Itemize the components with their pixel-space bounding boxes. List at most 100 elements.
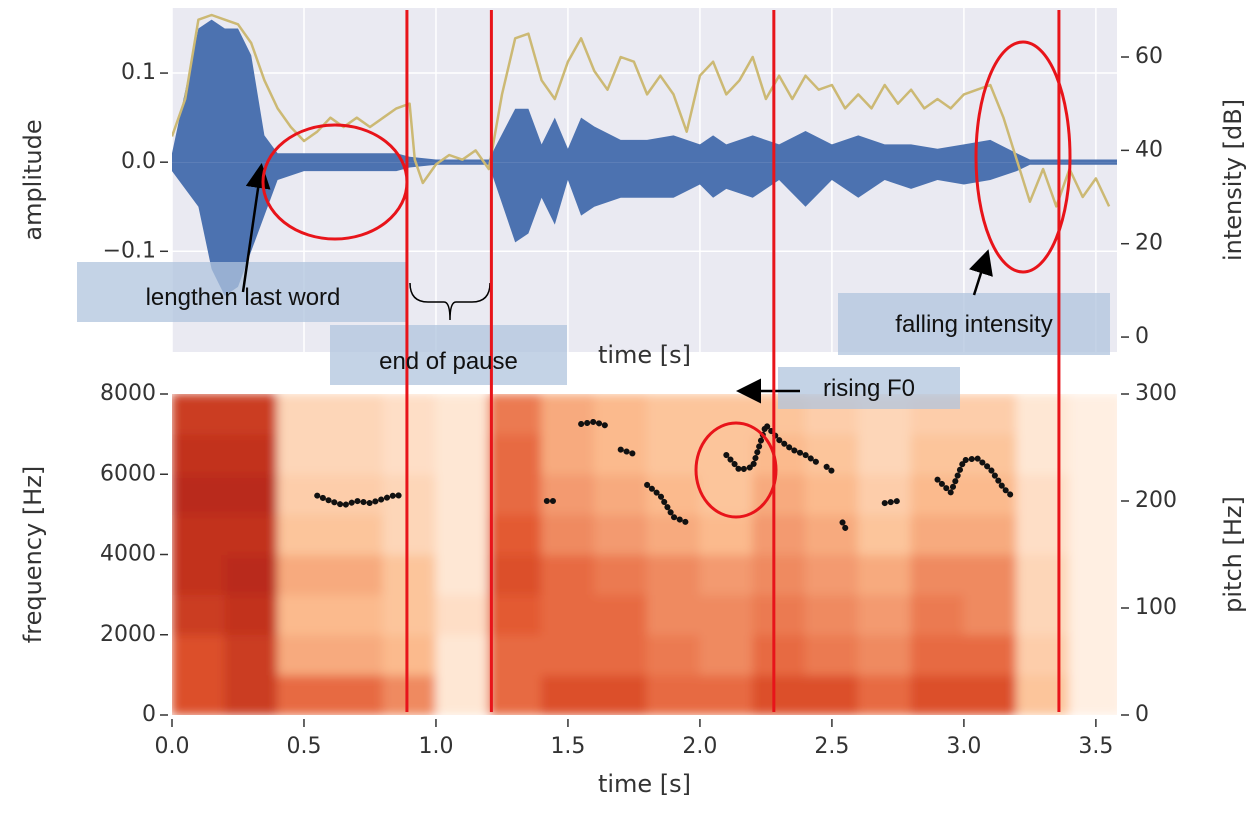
spectrogram-cell <box>805 473 859 515</box>
spectrogram-cell <box>910 674 965 715</box>
spectrogram-cell <box>172 513 226 555</box>
spectrogram-cell <box>541 473 595 515</box>
spectrogram-cell <box>277 554 331 596</box>
spectrogram-cell <box>963 674 1018 715</box>
spectrogram-cell <box>646 594 701 636</box>
spectrogram-cell <box>277 513 331 555</box>
y-tick-label: 6000 <box>100 461 156 486</box>
spectrogram-cell <box>752 554 807 596</box>
spectrogram-cell <box>646 433 701 475</box>
spectrogram-cell <box>910 634 965 676</box>
spectrogram-cell <box>1068 634 1117 676</box>
arrow <box>241 163 271 293</box>
spectrogram-cell <box>752 594 807 636</box>
spectrogram-cell <box>857 594 912 636</box>
spectrogram-cell <box>382 554 437 596</box>
spectrogram-cell <box>435 634 490 676</box>
y-axis-label: amplitude <box>19 119 47 240</box>
spectrogram-cell <box>1068 473 1117 515</box>
y2-axis-label: pitch [Hz] <box>1219 496 1247 613</box>
spectrogram-cell <box>329 594 384 636</box>
x-tick-label: 3.5 <box>1078 734 1113 759</box>
y2-tick-label: 0 <box>1135 324 1149 349</box>
annotation: rising F0 <box>822 375 916 402</box>
x-tick-label: 1.0 <box>418 734 453 759</box>
spectrogram-cell <box>382 594 437 636</box>
x-tick-label: 2.0 <box>682 734 717 759</box>
pitch-line <box>314 418 1015 537</box>
y2-tick-label: 40 <box>1135 137 1163 162</box>
spectrogram-cell <box>435 513 490 555</box>
spectrogram-cell <box>172 634 226 676</box>
spectrogram-cell <box>329 473 384 515</box>
spectrogram-cell <box>752 674 807 715</box>
spectrogram-cell <box>646 554 701 596</box>
spectrogram-cell <box>593 394 648 435</box>
spectrogram-cell <box>857 554 912 596</box>
spectrogram-cell <box>382 674 437 715</box>
spectrogram-cell <box>699 594 754 636</box>
y-tick-label: 4000 <box>100 542 156 567</box>
spectrogram-cell <box>910 513 965 555</box>
spectrogram-cell <box>646 394 701 435</box>
spectrogram-cell <box>1016 594 1070 636</box>
spectrogram-cell <box>857 473 912 515</box>
spectrogram-cell <box>435 594 490 636</box>
spectrogram-cell <box>382 513 437 555</box>
spectrogram-cell <box>541 433 595 475</box>
spectrogram-cell <box>805 674 859 715</box>
y-axis-label: frequency [Hz] <box>19 466 47 643</box>
spectrogram-cell <box>857 674 912 715</box>
y-tick-label: 0 <box>142 702 156 727</box>
spectrogram-cell <box>593 513 648 555</box>
y-tick-label: −0.1 <box>103 238 156 263</box>
spectrogram-cell <box>488 394 543 435</box>
annotation: lengthen last word <box>145 284 341 311</box>
spectrogram-cell <box>224 634 279 676</box>
spectrogram-cell <box>329 554 384 596</box>
spectrogram-cell <box>277 394 331 435</box>
x-axis-label: time [s] <box>598 341 691 369</box>
spectrogram-cell <box>1016 674 1070 715</box>
overlay-layer: −0.1 0.0 0.1 0 20 40 60 time [s] amplitude intens… <box>19 10 1247 798</box>
spectrogram-cell <box>488 433 543 475</box>
spectrogram-cell <box>1016 394 1070 435</box>
spectrogram-cell <box>382 394 437 435</box>
highlight-ellipse <box>974 40 1072 274</box>
x-axis-label: time [s] <box>598 770 691 798</box>
spectrogram-cell <box>224 473 279 515</box>
spectrogram-cell <box>1068 594 1117 636</box>
spectrogram-cell <box>224 594 279 636</box>
spectrogram-cell <box>699 513 754 555</box>
spectrogram-cell <box>382 433 437 475</box>
brace <box>409 282 491 321</box>
x-tick-label: 3.0 <box>946 734 981 759</box>
spectrogram-cell <box>910 594 965 636</box>
spectrogram-cell <box>329 513 384 555</box>
spectrogram-cell <box>857 634 912 676</box>
y2-tick-label: 100 <box>1135 595 1177 620</box>
spectrogram-cell <box>541 594 595 636</box>
spectrogram-cell <box>752 513 807 555</box>
spectrogram-cell <box>805 513 859 555</box>
y2-tick-label: 20 <box>1135 231 1163 256</box>
spectrogram <box>172 394 1117 715</box>
data-layer <box>171 8 1117 715</box>
spectrogram-cell <box>435 473 490 515</box>
spectrogram-cell <box>224 513 279 555</box>
plot-area <box>172 394 1117 715</box>
annotation: falling intensity <box>895 311 1053 338</box>
spectrogram-cell <box>488 554 543 596</box>
spectrogram-cell <box>224 433 279 475</box>
spectrogram-cell <box>805 634 859 676</box>
y2-tick-label: 200 <box>1135 488 1177 513</box>
spectrogram-cell <box>172 433 226 475</box>
spectrogram-cell <box>277 634 331 676</box>
spectrogram-cell <box>277 674 331 715</box>
spectrogram-cell <box>172 473 226 515</box>
waveform-area <box>172 19 1117 163</box>
x-tick-label: 0.5 <box>286 734 321 759</box>
annotation-box <box>778 367 960 409</box>
spectrogram-cell <box>593 674 648 715</box>
spectrogram-cell <box>593 554 648 596</box>
